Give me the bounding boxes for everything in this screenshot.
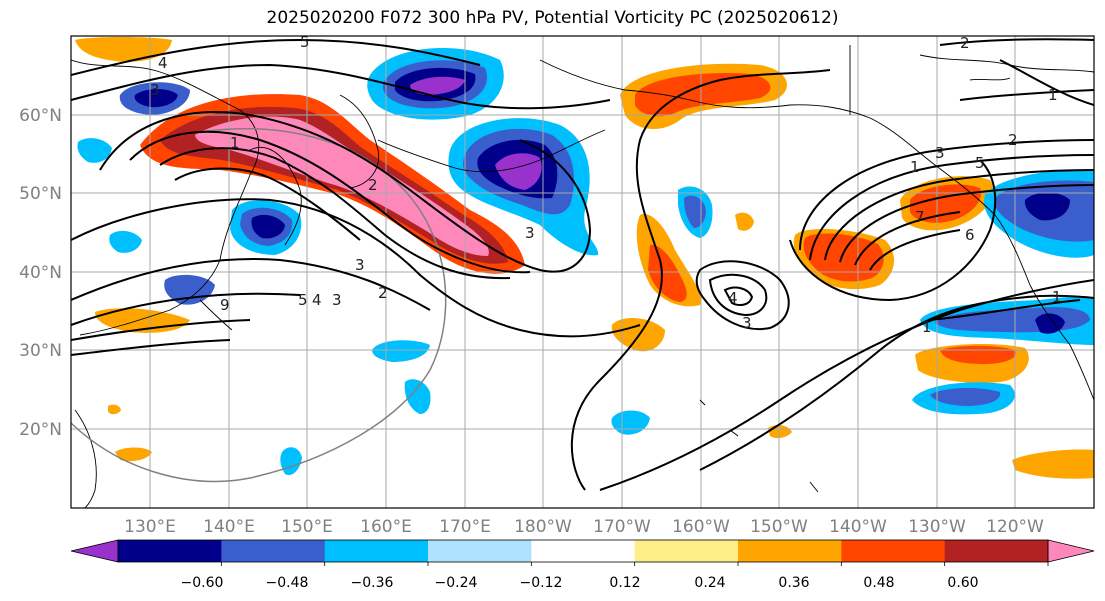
lon-tick-label: 170°E [439,517,491,537]
contour-label: 5 [298,291,308,309]
colorbar-tick-label: 0.60 [947,575,978,591]
contour-label: 3 [355,256,365,274]
contour-label: 5 [975,154,985,172]
colorbar-frame [117,539,1049,563]
pv-shading [75,37,1094,479]
contour-label: 4 [158,54,168,72]
colorbar-tick-label: −0.60 [181,575,224,591]
contour-label: 2 [368,176,378,194]
colorbar-segment [118,540,222,562]
colorbar-segment [634,540,739,562]
colorbar-extend-min [70,539,119,563]
colorbar-segment [324,540,429,562]
colorbar-tick-label: −0.36 [351,575,394,591]
gridlines [71,36,1094,508]
colorbar-segment [531,540,636,562]
colorbar-tick-label: 0.24 [694,575,725,591]
lat-tick-label: 20°N [19,420,62,440]
colorbar-tick-label: −0.12 [520,575,563,591]
lat-tick-label: 30°N [19,341,62,361]
lon-tick-label: 160°E [360,517,412,537]
lat-axis: 60°N 50°N 40°N 30°N 20°N [19,106,62,440]
lon-tick-label: 130°E [124,517,176,537]
lon-tick-label: 150°E [281,517,333,537]
lat-tick-label: 40°N [19,263,62,283]
lon-tick-label: 160°W [672,517,730,537]
colorbar-segment [428,540,532,562]
lat-tick-label: 50°N [19,184,62,204]
contour-label: 4 [728,289,738,307]
contour-label: 3 [525,224,535,242]
lon-tick-label: 150°W [750,517,808,537]
contour-label: 2 [378,284,388,302]
contour-label: 1 [230,134,240,152]
colorbar-ticks: −0.60 −0.48 −0.36 −0.24 −0.12 0.12 0.24 … [181,575,979,591]
colorbar [70,539,1095,566]
lon-axis: 130°E 140°E 150°E 160°E 170°E 180°W 170°… [124,517,1044,537]
contour-label: 9 [220,296,230,314]
contour-label: 1 [922,318,932,336]
contour-label: 4 [312,291,322,309]
colorbar-segment [841,540,946,562]
contour-label: 1 [1048,86,1058,104]
contour-label: 3 [742,314,752,332]
contour-label: 6 [965,226,975,244]
contour-label: 2 [960,34,970,52]
contour-label: 7 [915,208,925,226]
contour-labels: 5 4 3 1 2 3 3 2 3 4 5 9 1 3 4 3 2 5 1 7 … [150,33,1062,336]
lat-tick-label: 60°N [19,106,62,126]
contour-label: 3 [332,291,342,309]
colorbar-extend-max [1047,539,1095,563]
contour-label: 5 [300,33,310,51]
lon-tick-label: 140°W [829,517,887,537]
lon-tick-label: 170°W [593,517,651,537]
lon-tick-label: 130°W [908,517,966,537]
colorbar-tick-label: −0.48 [266,575,309,591]
colorbar-tick-label: 0.36 [778,575,809,591]
chart-title: 2025020200 F072 300 hPa PV, Potential Vo… [266,8,839,28]
colorbar-tick-label: −0.24 [435,575,478,591]
lon-tick-label: 140°E [203,517,255,537]
colorbar-segment [221,540,326,562]
colorbar-tick-label: 0.48 [863,575,894,591]
colorbar-segment [738,540,842,562]
lon-tick-label: 180°W [514,517,572,537]
contour-label: 2 [1008,131,1018,149]
contour-label: 1 [910,158,920,176]
colorbar-tick-label: 0.12 [609,575,640,591]
lon-tick-label: 120°W [986,517,1044,537]
contour-label: 3 [935,144,945,162]
colorbar-segment [944,540,1049,562]
contour-label: 1 [1052,288,1062,306]
plot-frame [70,35,1095,509]
contour-label: 3 [150,81,160,99]
pv-contours [71,38,1094,491]
